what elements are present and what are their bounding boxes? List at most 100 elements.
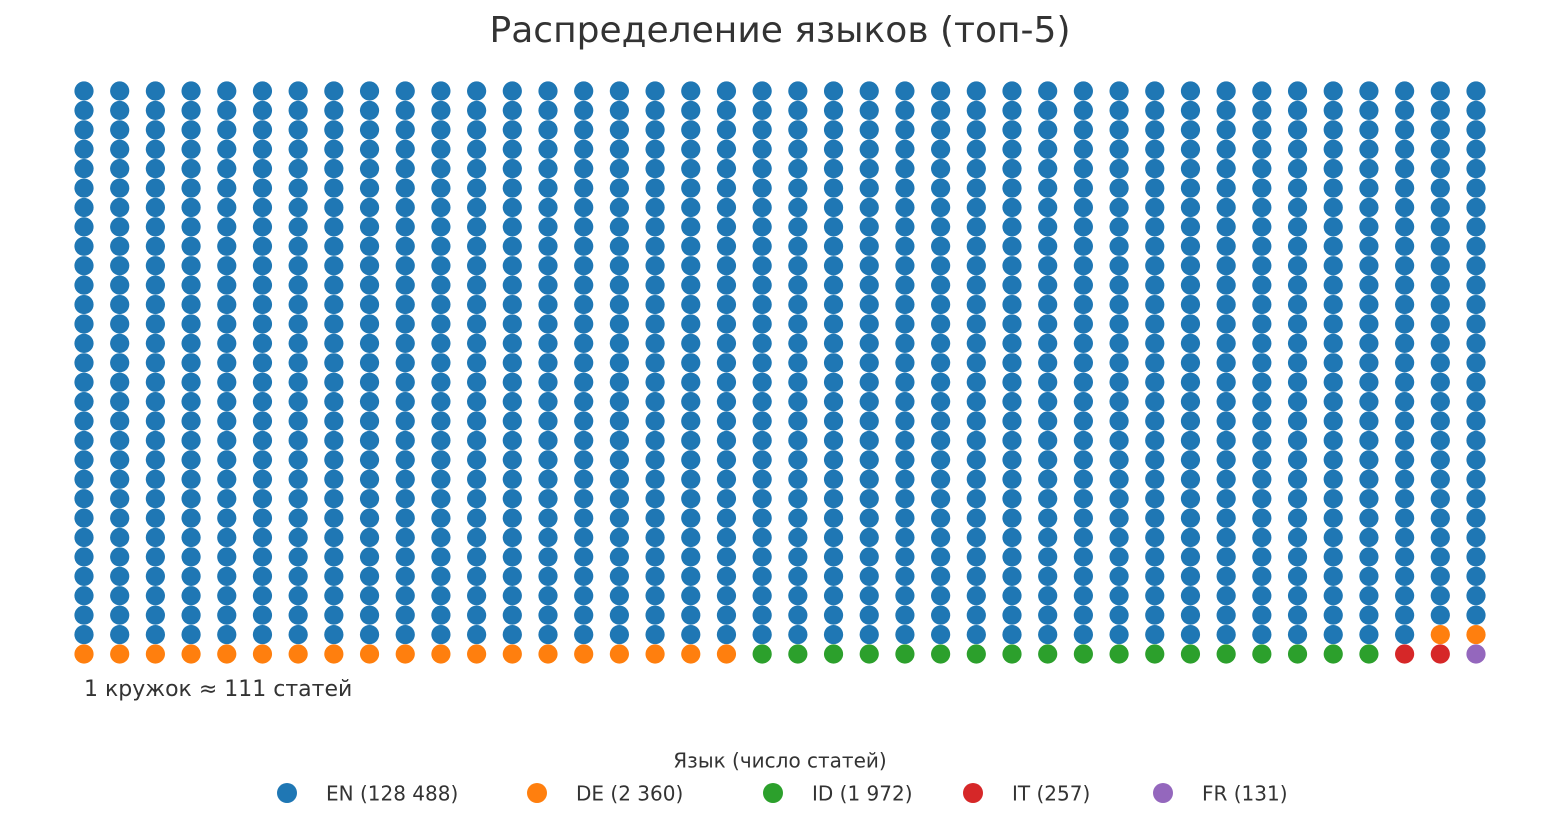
waffle-dot	[823, 586, 844, 606]
waffle-dot	[1216, 430, 1236, 451]
waffle-dot	[252, 81, 273, 101]
waffle-dot	[1109, 353, 1129, 373]
waffle-dot	[895, 450, 915, 470]
waffle-dot	[574, 81, 594, 101]
waffle-dot	[1287, 120, 1308, 140]
waffle-dot	[895, 353, 915, 373]
waffle-dot	[1216, 372, 1236, 392]
waffle-dot	[1180, 372, 1201, 392]
waffle-dot	[1466, 333, 1486, 353]
waffle-dot	[716, 430, 737, 451]
waffle-dot	[288, 120, 308, 140]
waffle-dot	[1252, 314, 1272, 334]
waffle-dot	[431, 159, 451, 179]
waffle-dot	[895, 644, 915, 664]
waffle-dot	[467, 217, 487, 237]
waffle-dot	[1180, 624, 1201, 645]
waffle-dot	[1359, 624, 1379, 645]
waffle-dot	[181, 644, 201, 664]
waffle-dot	[1323, 217, 1343, 237]
waffle-dot	[1073, 197, 1093, 218]
waffle-dot	[1323, 624, 1343, 645]
waffle-dot	[74, 508, 94, 528]
waffle-dot	[1395, 411, 1415, 431]
waffle-dot	[395, 372, 415, 392]
waffle-dot	[966, 100, 986, 121]
waffle-dot	[1216, 100, 1236, 121]
waffle-dot	[1073, 217, 1093, 237]
waffle-dot	[966, 469, 986, 489]
waffle-dot	[74, 624, 94, 645]
waffle-dot	[502, 197, 522, 218]
waffle-dot	[1180, 236, 1201, 256]
waffle-dot	[1395, 605, 1415, 625]
waffle-dot	[1180, 566, 1201, 586]
waffle-dot	[574, 353, 594, 373]
waffle-dot	[752, 411, 772, 431]
waffle-dot	[1359, 586, 1379, 606]
waffle-dot	[431, 489, 451, 509]
waffle-dot	[324, 294, 344, 315]
waffle-dot	[324, 139, 344, 159]
waffle-dot	[217, 586, 237, 606]
waffle-dot	[681, 605, 701, 625]
waffle-dot	[538, 275, 558, 295]
waffle-dot	[716, 586, 737, 606]
waffle-dot	[716, 624, 737, 645]
waffle-dot	[1287, 411, 1308, 431]
waffle-dot	[288, 430, 308, 451]
waffle-dot	[716, 197, 737, 218]
waffle-dot	[1145, 120, 1165, 140]
waffle-dot	[1180, 333, 1201, 353]
waffle-dot	[288, 217, 308, 237]
waffle-dot	[1430, 450, 1450, 470]
waffle-dot	[538, 586, 558, 606]
legend-marker	[277, 783, 297, 803]
waffle-dot	[1109, 159, 1129, 179]
waffle-dot	[359, 120, 380, 140]
waffle-dot	[966, 411, 986, 431]
waffle-dot	[110, 547, 130, 567]
waffle-dot	[1252, 139, 1272, 159]
waffle-dot	[1323, 566, 1343, 586]
waffle-dot	[1073, 547, 1093, 567]
waffle-dot	[395, 605, 415, 625]
waffle-dot	[395, 489, 415, 509]
waffle-dot	[645, 566, 665, 586]
waffle-dot	[324, 450, 344, 470]
waffle-dot	[716, 120, 737, 140]
waffle-dot	[1359, 411, 1379, 431]
waffle-dot	[645, 120, 665, 140]
waffle-dot	[74, 197, 94, 218]
waffle-dot	[931, 178, 951, 198]
waffle-dot	[1109, 411, 1129, 431]
waffle-dot	[1216, 586, 1236, 606]
waffle-dot	[645, 81, 665, 101]
waffle-dot	[395, 217, 415, 237]
waffle-dot	[1323, 159, 1343, 179]
waffle-dot	[1002, 586, 1022, 606]
waffle-dot	[1216, 159, 1236, 179]
waffle-dot	[502, 605, 522, 625]
waffle-dot	[181, 469, 201, 489]
waffle-dot	[645, 644, 665, 664]
waffle-dot	[1038, 605, 1058, 625]
waffle-dot	[1109, 430, 1129, 451]
waffle-dot	[931, 450, 951, 470]
waffle-dot	[895, 294, 915, 315]
waffle-dot	[1323, 314, 1343, 334]
waffle-dot	[110, 197, 130, 218]
waffle-dot	[788, 527, 808, 548]
waffle-dot	[1216, 450, 1236, 470]
waffle-dot	[574, 450, 594, 470]
waffle-dot	[752, 547, 772, 567]
waffle-dot	[966, 217, 986, 237]
waffle-dot	[467, 586, 487, 606]
waffle-dot	[1073, 411, 1093, 431]
waffle-dot	[181, 624, 201, 645]
waffle-dot	[859, 294, 879, 315]
waffle-dot	[395, 236, 415, 256]
waffle-dot	[1002, 275, 1022, 295]
waffle-dot	[324, 197, 344, 218]
waffle-dot	[931, 547, 951, 567]
